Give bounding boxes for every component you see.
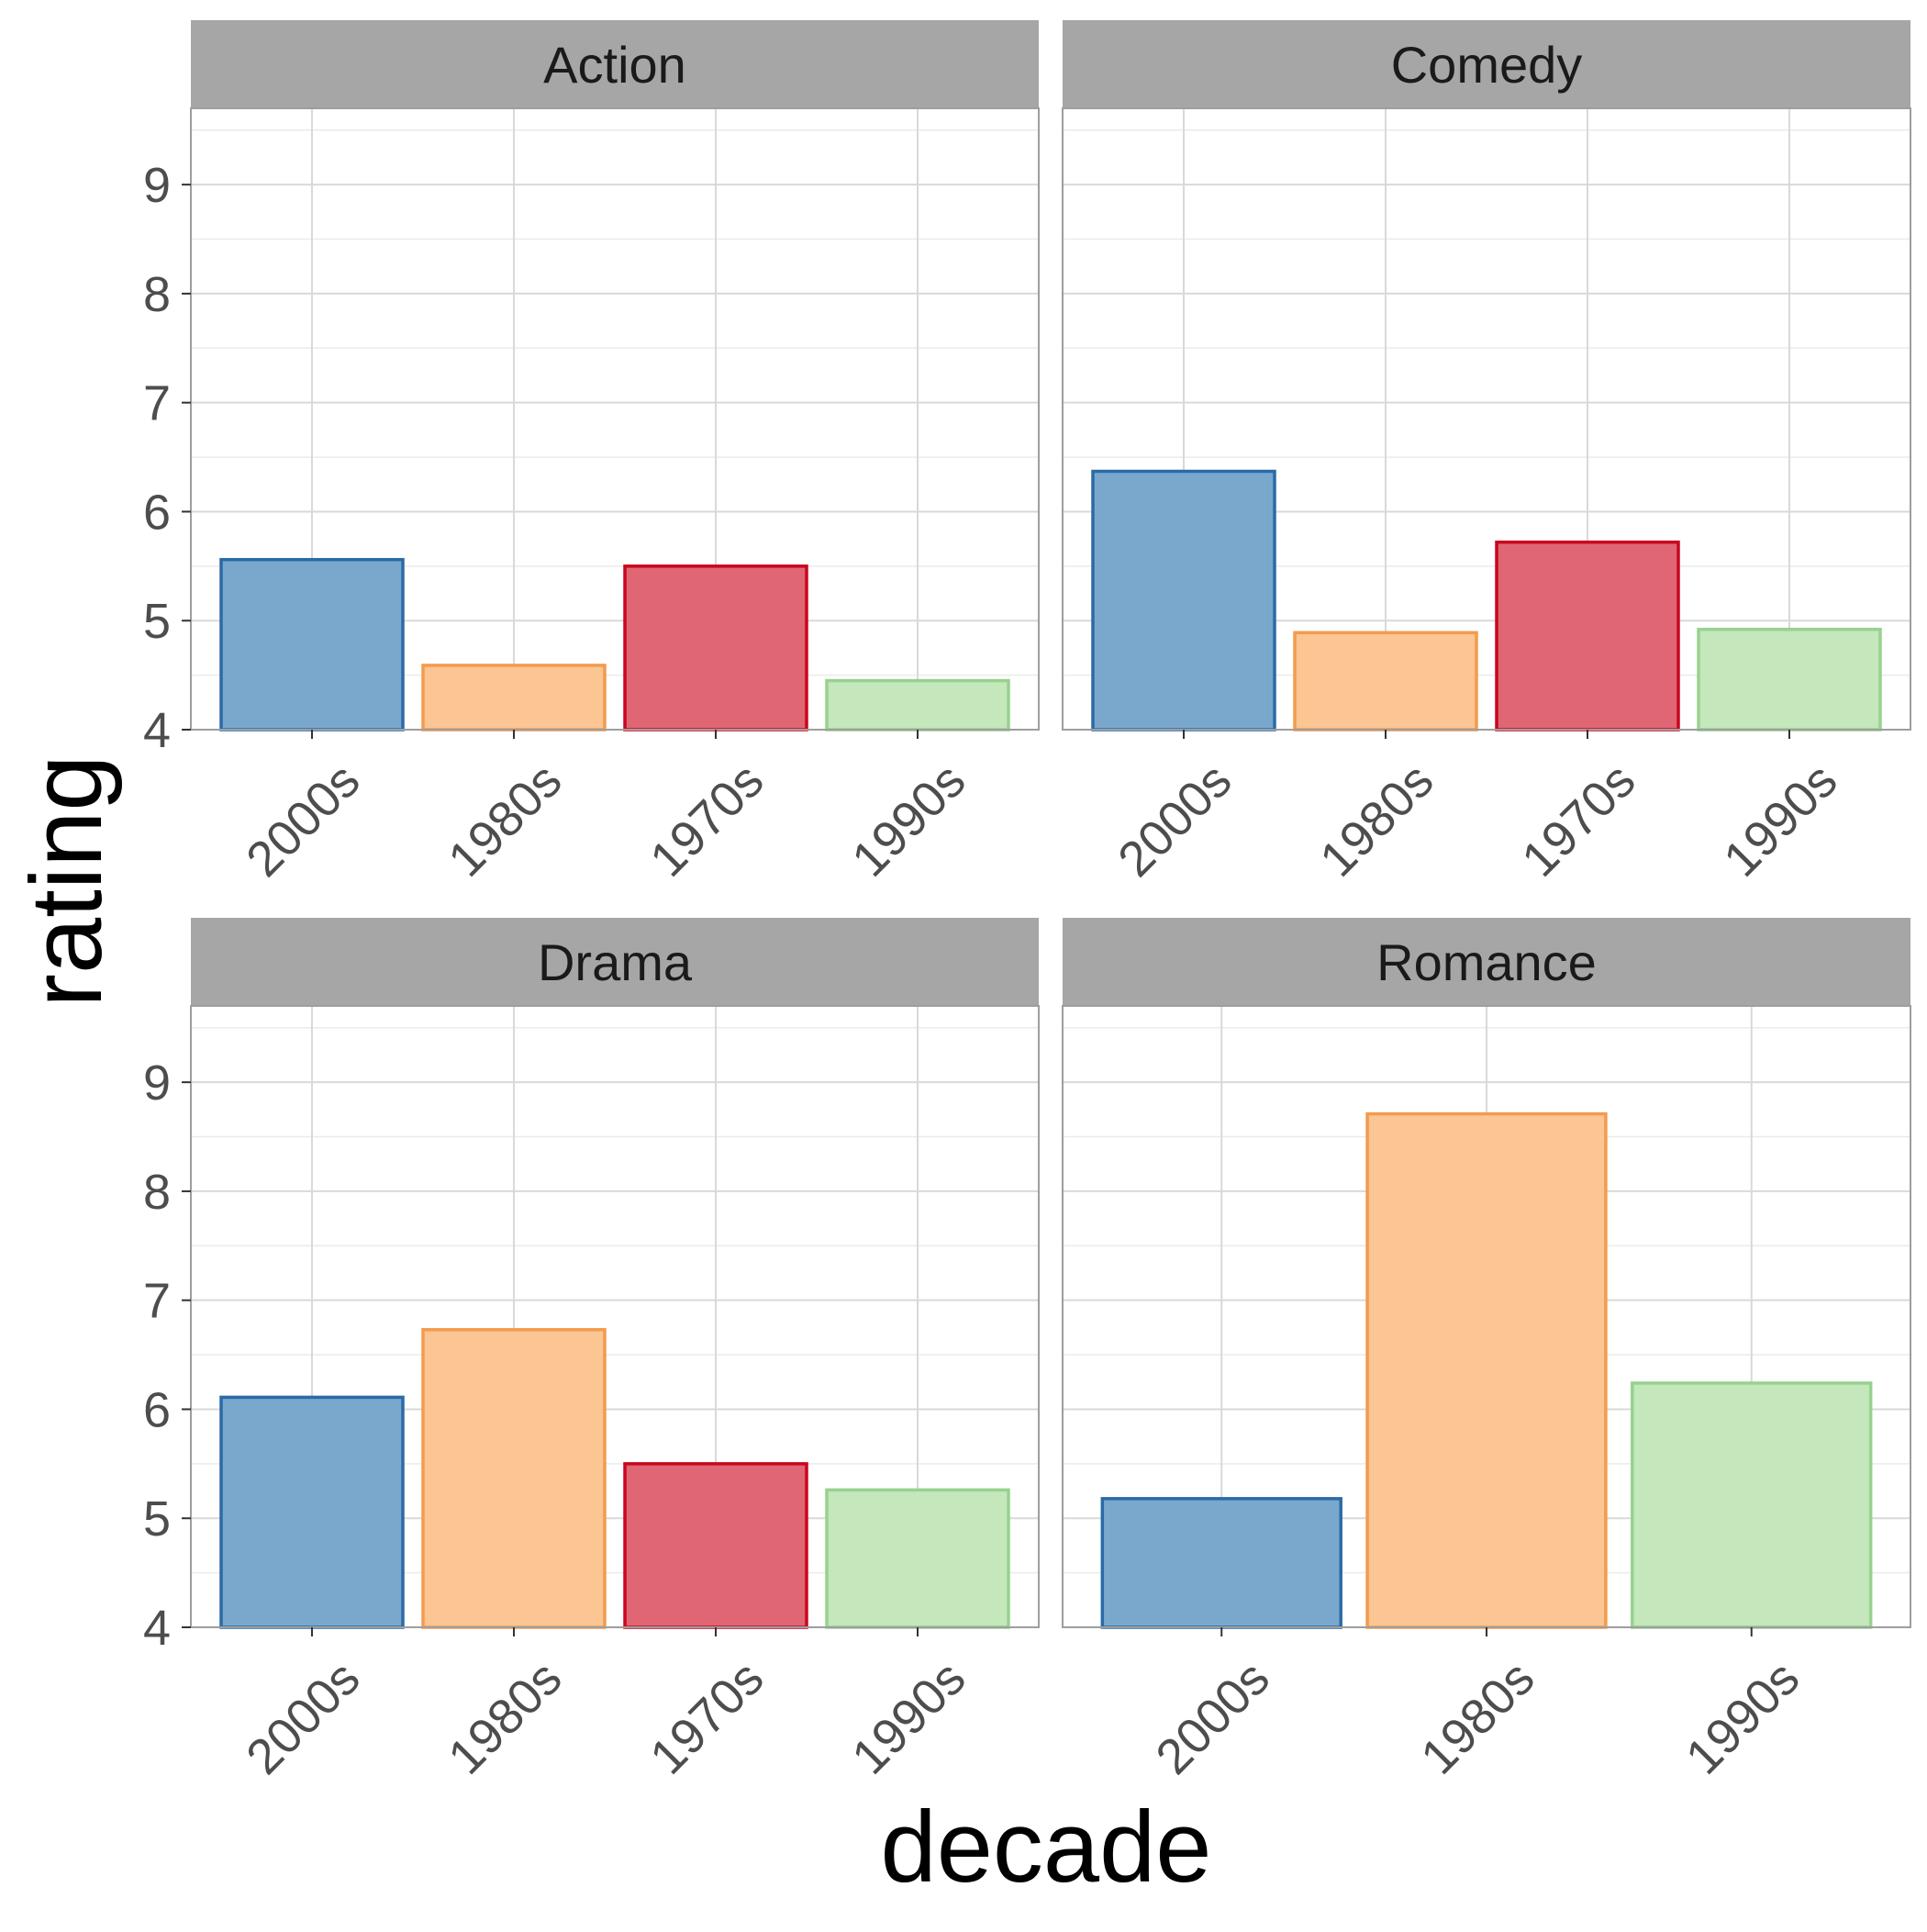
- x-axis-title: decade: [881, 1791, 1212, 1904]
- panel-border: [190, 107, 1040, 731]
- bar-drama-1980s: [421, 1328, 607, 1629]
- y-tick-label: 7: [143, 1274, 171, 1329]
- y-tick-label: 9: [143, 1055, 171, 1111]
- x-tick-label: 1980s: [438, 1650, 572, 1784]
- y-tick-label: 7: [143, 376, 171, 431]
- panel-comedy: Comedy 2000s 1980s 1970s 1990s: [1062, 20, 1911, 888]
- bar-drama-2000s: [219, 1395, 405, 1629]
- bar-drama-1970s: [623, 1462, 808, 1629]
- bar-comedy-1970s: [1495, 540, 1680, 731]
- bar-action-1970s: [623, 564, 808, 731]
- bar-comedy-1980s: [1293, 631, 1478, 731]
- y-tick-label: 4: [143, 1601, 171, 1656]
- bar-action-1990s: [825, 678, 1010, 731]
- panel-border: [190, 1005, 1040, 1628]
- bar-romance-2000s: [1100, 1497, 1342, 1629]
- x-tick-label: 2000s: [236, 753, 370, 887]
- bar-romance-1980s: [1365, 1111, 1608, 1629]
- bar-comedy-1990s: [1697, 627, 1882, 731]
- bar-romance-1990s: [1631, 1381, 1873, 1629]
- x-tick-label: 1990s: [841, 1650, 975, 1784]
- bar-action-1980s: [421, 664, 607, 731]
- strip-label: Drama: [538, 933, 693, 991]
- y-axis-title: rating: [10, 754, 123, 1007]
- x-tick-label: 1970s: [640, 753, 774, 887]
- panel-border: [1062, 107, 1911, 731]
- x-tick-label: 1980s: [1410, 1650, 1544, 1784]
- x-tick-label: 1970s: [640, 1650, 774, 1784]
- x-tick-label: 2000s: [1145, 1650, 1279, 1784]
- y-tick-label: 5: [143, 594, 171, 649]
- strip-label: Comedy: [1391, 36, 1583, 94]
- x-tick-label: 1990s: [841, 753, 975, 887]
- y-tick-label: 9: [143, 158, 171, 213]
- y-tick-label: 6: [143, 485, 171, 540]
- panel-drama: Drama 4 5 6 7 8 9 2000s 1980s 1970s 1990s: [143, 918, 1040, 1785]
- x-tick-label: 2000s: [236, 1650, 370, 1784]
- bar-drama-1990s: [825, 1488, 1010, 1629]
- panels-layer: Action 4 5 6 7 8 9 2000s 1980s 1970s 1990s Comedy 20…: [143, 20, 1911, 1785]
- bar-action-2000s: [219, 557, 405, 731]
- bar-comedy-2000s: [1091, 469, 1276, 731]
- y-tick-label: 6: [143, 1382, 171, 1437]
- panel-action: Action 4 5 6 7 8 9 2000s 1980s 1970s 1990s: [143, 20, 1040, 888]
- x-tick-label: 1980s: [1309, 753, 1443, 887]
- strip-background: [1063, 20, 1910, 108]
- panel-romance: Romance 2000s 1980s 1990s: [1062, 918, 1911, 1785]
- y-tick-label: 8: [143, 1165, 171, 1220]
- x-tick-label: 1990s: [1713, 753, 1847, 887]
- strip-label: Romance: [1376, 933, 1597, 991]
- strip-background: [1063, 918, 1910, 1006]
- strip-background: [191, 918, 1039, 1006]
- y-tick-label: 5: [143, 1491, 171, 1547]
- x-tick-label: 1970s: [1511, 753, 1645, 887]
- x-tick-label: 1980s: [438, 753, 572, 887]
- x-tick-label: 2000s: [1108, 753, 1242, 887]
- y-tick-label: 8: [143, 267, 171, 322]
- strip-background: [191, 20, 1039, 108]
- strip-label: Action: [543, 36, 686, 94]
- y-tick-label: 4: [143, 703, 171, 758]
- x-tick-label: 1990s: [1676, 1650, 1810, 1784]
